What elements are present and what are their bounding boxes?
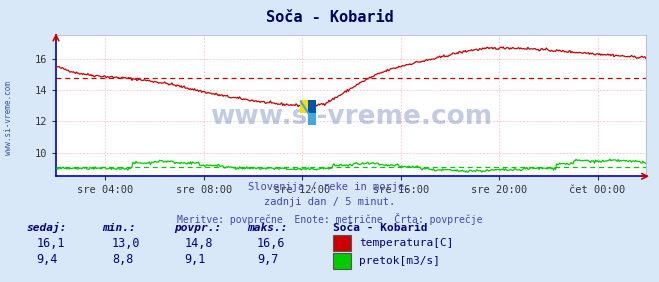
Text: www.si-vreme.com: www.si-vreme.com bbox=[4, 81, 13, 155]
Text: 9,1: 9,1 bbox=[185, 254, 206, 266]
Text: temperatura[C]: temperatura[C] bbox=[359, 238, 453, 248]
Text: sedaj:: sedaj: bbox=[26, 222, 67, 233]
Text: Soča - Kobarid: Soča - Kobarid bbox=[266, 10, 393, 25]
Text: pretok[m3/s]: pretok[m3/s] bbox=[359, 256, 440, 266]
Text: 14,8: 14,8 bbox=[185, 237, 213, 250]
Text: Soča - Kobarid: Soča - Kobarid bbox=[333, 223, 427, 233]
Text: 16,6: 16,6 bbox=[257, 237, 285, 250]
Text: min.:: min.: bbox=[102, 223, 136, 233]
Text: 13,0: 13,0 bbox=[112, 237, 140, 250]
Text: maks.:: maks.: bbox=[247, 223, 287, 233]
Text: www.si-vreme.com: www.si-vreme.com bbox=[210, 104, 492, 130]
Bar bbox=[308, 113, 316, 125]
Text: zadnji dan / 5 minut.: zadnji dan / 5 minut. bbox=[264, 197, 395, 207]
Bar bbox=[300, 100, 308, 113]
Text: 8,8: 8,8 bbox=[112, 254, 133, 266]
Text: 9,4: 9,4 bbox=[36, 254, 57, 266]
Text: 16,1: 16,1 bbox=[36, 237, 65, 250]
Text: Slovenija / reke in morje.: Slovenija / reke in morje. bbox=[248, 182, 411, 192]
Text: Meritve: povprečne  Enote: metrične  Črta: povprečje: Meritve: povprečne Enote: metrične Črta:… bbox=[177, 213, 482, 225]
Text: povpr.:: povpr.: bbox=[175, 223, 222, 233]
Bar bbox=[308, 100, 316, 113]
Text: 9,7: 9,7 bbox=[257, 254, 278, 266]
